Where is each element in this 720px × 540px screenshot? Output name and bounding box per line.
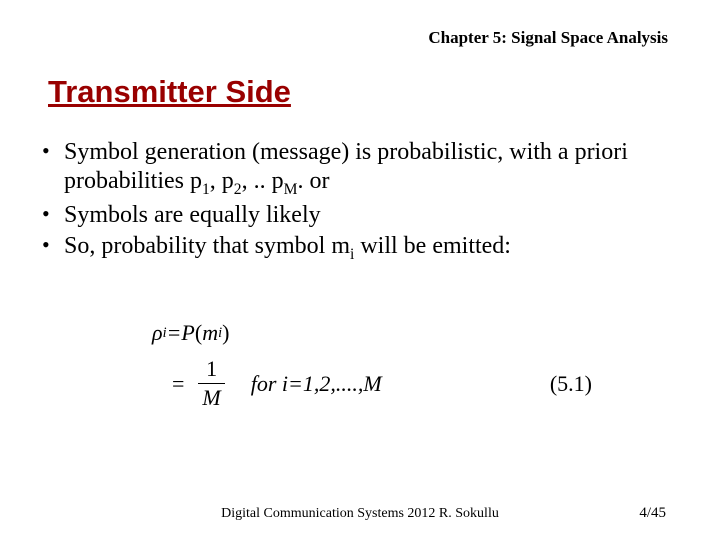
bullet-1-sub-3: M xyxy=(284,181,298,198)
eq-equals-2: = xyxy=(172,371,184,397)
bullet-1-text-a: Symbol generation (message) is probabili… xyxy=(64,139,628,194)
bullet-3-text-b: will be emitted: xyxy=(354,233,511,259)
equation-line-2-left: = 1 M for i=1,2,....,M xyxy=(152,356,382,411)
footer: Digital Communication Systems 2012 R. So… xyxy=(0,506,720,522)
bullet-1-text-d: . or xyxy=(297,168,329,194)
eq-close-paren: ) xyxy=(222,320,229,346)
eq-m: m xyxy=(202,320,218,346)
slide-title: Transmitter Side xyxy=(48,74,291,110)
eq-open-paren: ( xyxy=(195,320,202,346)
eq-reference: (5.1) xyxy=(550,371,592,397)
eq-rho: ρ xyxy=(152,320,163,346)
eq-frac-num: 1 xyxy=(198,356,225,384)
equation-line-2: = 1 M for i=1,2,....,M (5.1) xyxy=(152,356,592,411)
eq-fraction: 1 M xyxy=(194,356,228,411)
bullet-list: Symbol generation (message) is probabili… xyxy=(38,138,668,267)
bullet-1-text-b: , p xyxy=(210,168,234,194)
eq-for-text: for i=1,2,....,M xyxy=(251,371,382,397)
equation-block: ρi = P(mi) = 1 M for i=1,2,....,M (5.1) xyxy=(152,320,660,411)
eq-frac-den: M xyxy=(194,384,228,411)
footer-text: Digital Communication Systems 2012 R. So… xyxy=(221,506,499,522)
bullet-3-text-a: So, probability that symbol m xyxy=(64,233,350,259)
page-number: 4/45 xyxy=(639,505,666,522)
bullet-1-text-c: , .. p xyxy=(242,168,284,194)
eq-P: P xyxy=(181,320,194,346)
equation-line-1: ρi = P(mi) xyxy=(152,320,660,346)
bullet-1-sub-2: 2 xyxy=(234,181,242,198)
bullet-1: Symbol generation (message) is probabili… xyxy=(38,138,668,199)
bullet-1-sub-1: 1 xyxy=(202,181,210,198)
bullet-2: Symbols are equally likely xyxy=(38,201,668,230)
chapter-header: Chapter 5: Signal Space Analysis xyxy=(428,28,668,48)
eq-equals-1: = xyxy=(167,320,182,346)
bullet-3: So, probability that symbol mi will be e… xyxy=(38,232,668,265)
